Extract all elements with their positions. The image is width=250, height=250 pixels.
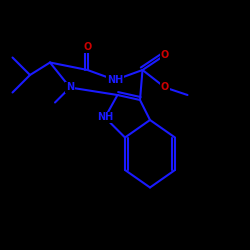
Text: N: N <box>66 82 74 92</box>
Text: O: O <box>161 82 169 92</box>
Text: O: O <box>84 42 92 52</box>
Text: NH: NH <box>97 112 113 122</box>
Text: NH: NH <box>107 75 123 85</box>
Text: O: O <box>161 50 169 60</box>
